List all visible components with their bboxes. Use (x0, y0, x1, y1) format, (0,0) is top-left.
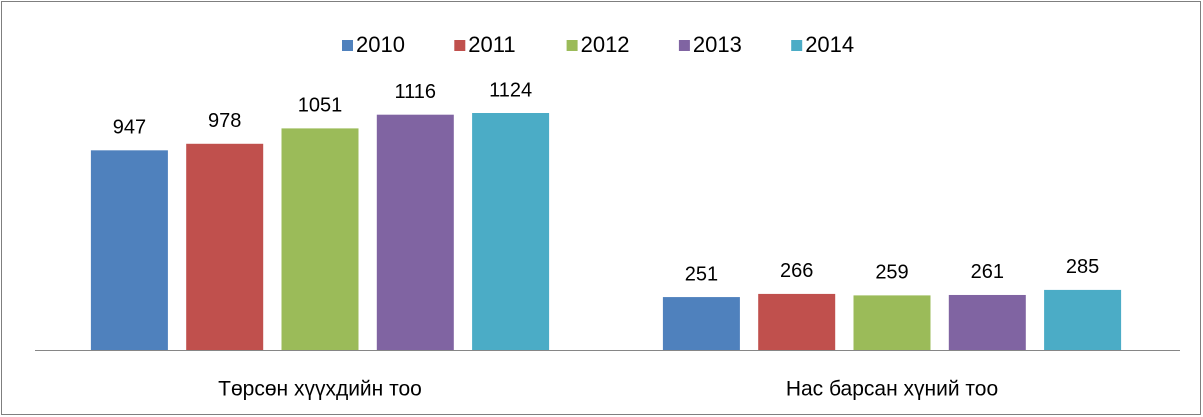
x-tick-label: Нас барсан хүний тоо (786, 378, 998, 401)
bar (758, 293, 836, 350)
bar (472, 113, 550, 350)
legend-swatch (342, 40, 353, 51)
data-label: 251 (685, 263, 718, 285)
bar (948, 294, 1026, 350)
data-label: 266 (780, 260, 813, 282)
legend-swatch (791, 40, 803, 51)
bar (186, 143, 264, 350)
bar (376, 114, 454, 351)
data-label: 1051 (298, 95, 343, 117)
bar (281, 128, 359, 350)
bar (1044, 289, 1122, 350)
data-label: 259 (875, 262, 908, 284)
legend-swatch (678, 40, 690, 51)
data-label: 947 (113, 117, 146, 139)
legend-label: 2012 (581, 32, 630, 57)
legend-label: 2014 (805, 32, 854, 57)
data-label: 1116 (395, 81, 437, 103)
legend-label: 2013 (693, 32, 742, 57)
bar (662, 297, 740, 350)
legend-label: 2011 (468, 32, 515, 57)
legend-label: 2010 (356, 32, 405, 57)
bar (90, 150, 168, 350)
data-label: 978 (208, 110, 241, 132)
x-tick-label: Төрсөн хүүхдийн тоо (218, 378, 422, 401)
bar (853, 295, 931, 350)
legend-swatch (454, 40, 466, 51)
data-label: 285 (1066, 256, 1099, 278)
data-label: 261 (971, 261, 1004, 283)
data-label: 1124 (489, 79, 532, 101)
legend-swatch (566, 40, 578, 51)
